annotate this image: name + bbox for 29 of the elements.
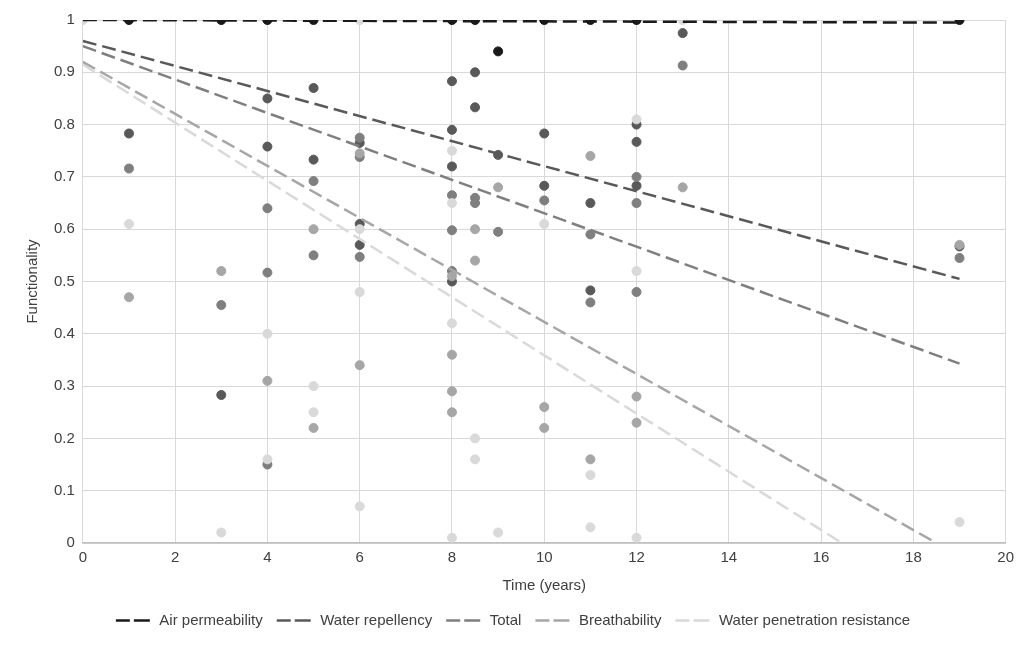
y-tick-label: 0.5	[53, 271, 75, 289]
x-tick-label: 10	[535, 548, 553, 566]
y-tick-label: 0.2	[53, 428, 75, 446]
y-tick-label: 0.1	[53, 480, 75, 498]
x-tick-label: 4	[263, 548, 272, 566]
y-axis-title: Functionality	[23, 238, 41, 324]
y-tick-label: 0.8	[53, 114, 75, 132]
x-tick-label: 8	[447, 548, 457, 566]
x-tick-label: 18	[905, 548, 922, 566]
x-axis-title: Time (years)	[502, 576, 587, 594]
legend-label: Air permeability	[159, 610, 264, 628]
y-tick-label: 0.3	[53, 376, 75, 394]
y-tick-label: 1	[66, 10, 75, 28]
legend-label: Water penetration resistance	[718, 610, 911, 628]
x-tick-label: 14	[720, 548, 738, 566]
y-tick-label: 0	[66, 533, 75, 551]
y-tick-label: 0.7	[53, 167, 75, 185]
x-tick-label: 12	[628, 548, 645, 566]
x-tick-label: 2	[170, 548, 180, 566]
legend-label: Total	[489, 610, 522, 628]
y-tick-label: 0.4	[53, 323, 75, 341]
x-tick-label: 16	[812, 548, 830, 566]
legend-label: Breathability	[578, 610, 662, 628]
x-tick-label: 20	[997, 548, 1014, 566]
y-tick-label: 0.6	[53, 219, 75, 237]
y-tick-label: 0.9	[53, 62, 75, 80]
x-tick-label: 6	[355, 548, 364, 566]
legend-label: Water repellency	[320, 610, 433, 628]
x-tick-label: 0	[78, 548, 88, 566]
